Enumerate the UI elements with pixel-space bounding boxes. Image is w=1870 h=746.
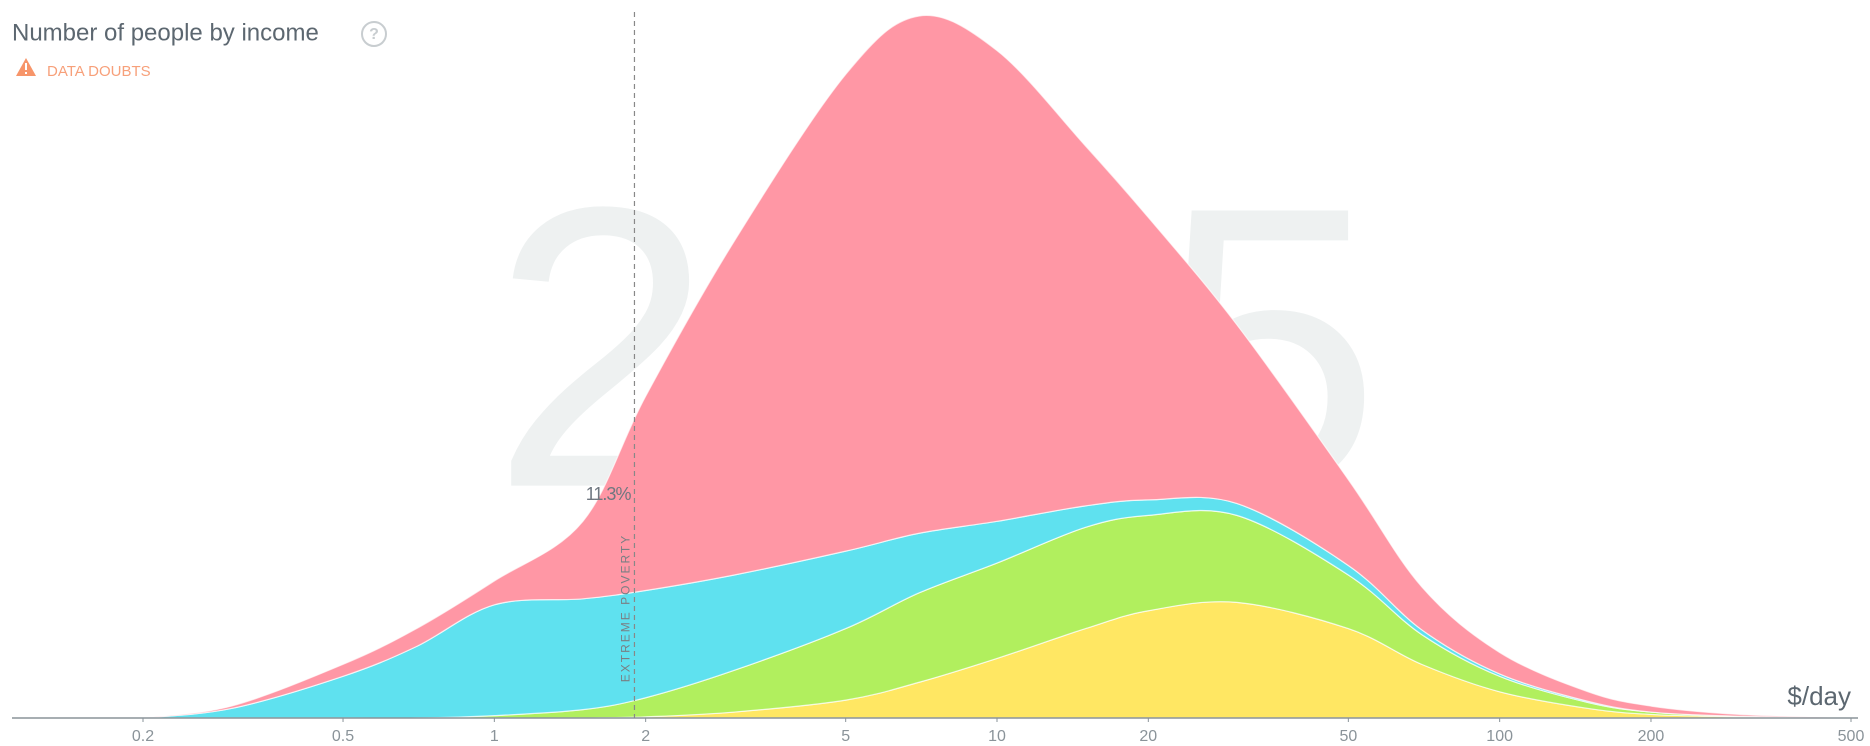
x-tick-label: 10	[988, 728, 1006, 745]
warning-icon[interactable]	[16, 58, 36, 76]
x-tick-label: 200	[1638, 728, 1665, 745]
area	[142, 14, 1852, 719]
x-tick-label: 0.2	[132, 728, 154, 745]
x-tick-label: 500	[1838, 728, 1865, 745]
svg-text:?: ?	[369, 26, 379, 43]
x-tick-label: 20	[1139, 728, 1157, 745]
x-unit: $/day	[1787, 681, 1851, 711]
chart-title: Number of people by income	[12, 19, 319, 46]
data-doubts[interactable]: DATA DOUBTS	[47, 63, 151, 80]
poverty-share: 11.3%	[586, 484, 632, 504]
x-tick-label: 2	[641, 728, 650, 745]
help-icon[interactable]: ?	[361, 21, 387, 47]
x-tick-label: 100	[1486, 728, 1513, 745]
x-tick-label: 5	[841, 728, 850, 745]
poverty-label: EXTREME POVERTY	[619, 534, 633, 682]
areas	[142, 14, 1852, 719]
x-tick-label: 0.5	[332, 728, 354, 745]
x-tick-label: 50	[1339, 728, 1357, 745]
x-tick-label: 1	[490, 728, 499, 745]
